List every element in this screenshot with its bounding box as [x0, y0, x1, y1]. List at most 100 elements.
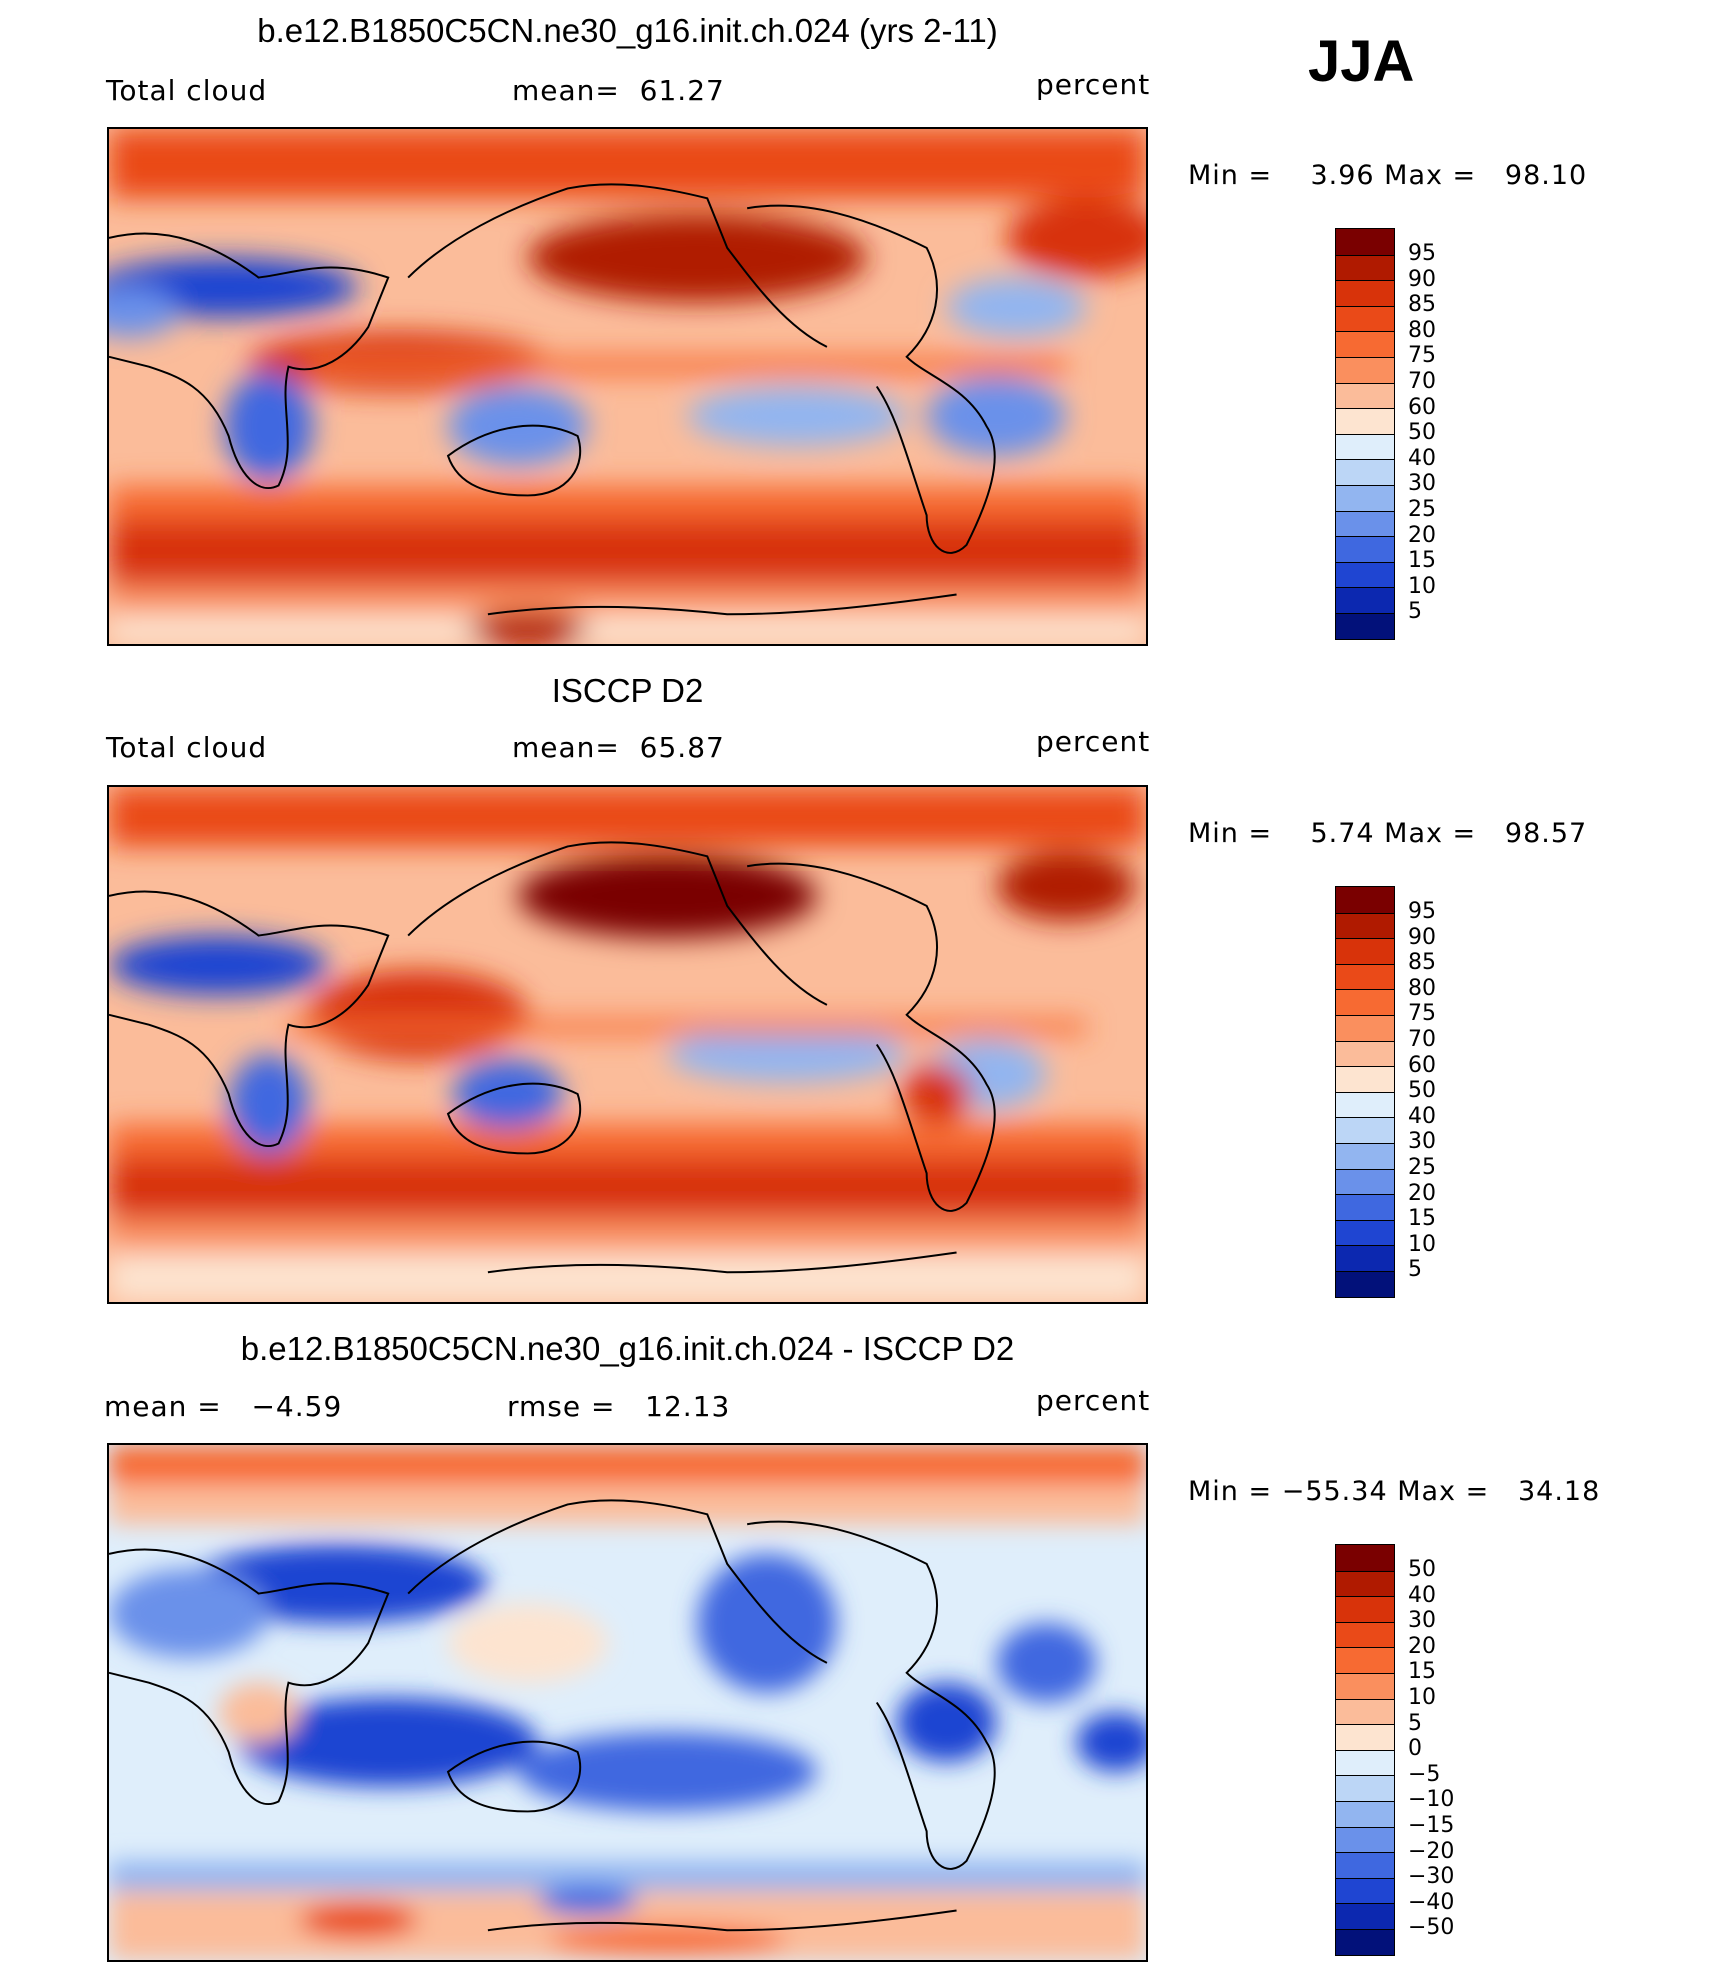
- colorbar-tick-label: 95: [1408, 241, 1436, 266]
- colorbar-bin: [1336, 356, 1394, 383]
- colorbar-tick-label: 70: [1408, 1026, 1436, 1052]
- colorbar-tick-label: 80: [1408, 975, 1436, 1001]
- colorbar-bin: [1336, 912, 1394, 939]
- colorbar-bin: [1336, 561, 1394, 588]
- colorbar-tick-label: 60: [1408, 1052, 1436, 1078]
- panel-3-units-label: percent: [1036, 1384, 1151, 1417]
- panel-3-rmse-label: rmse = 12.13: [507, 1390, 731, 1423]
- panel-1-colorbar-bins: [1335, 228, 1395, 640]
- colorbar-tick-label: 50: [1408, 420, 1436, 446]
- colorbar-tick-label: 30: [1408, 1608, 1436, 1634]
- colorbar-tick-label: 20: [1408, 1633, 1436, 1659]
- colorbar-bin: [1336, 1852, 1394, 1878]
- season-label: JJA: [1308, 29, 1415, 94]
- panel-3-colorbar-ticks: 50 40 30 20 15 10 5 0 −5 −10 −15 −20 −30 −40 −50: [1408, 1557, 1454, 1941]
- colorbar-bin: [1336, 1800, 1394, 1827]
- colorbar-bin: [1336, 536, 1394, 562]
- panel-2-colorbar-ticks: 95 90 85 80 75 70 60 50 40 30 25 20 15 10 5: [1408, 899, 1436, 1283]
- colorbar-tick-label: 10: [1408, 1231, 1436, 1257]
- panel-1-mean-label: mean= 61.27: [512, 74, 725, 107]
- panel-2-minmax: Min = 5.74 Max = 98.57: [1188, 818, 1588, 849]
- colorbar-bin: [1336, 484, 1394, 511]
- colorbar-bin: [1336, 305, 1394, 332]
- colorbar-tick-label: −5: [1408, 1761, 1441, 1787]
- panel-3-minmax: Min = −55.34 Max = 34.18: [1188, 1476, 1601, 1507]
- colorbar-tick-label: 80: [1408, 317, 1436, 343]
- colorbar-tick-label: −20: [1408, 1838, 1455, 1864]
- colorbar-tick-label: 40: [1408, 445, 1436, 471]
- colorbar-tick-label: 40: [1408, 1103, 1436, 1129]
- panel-1-map: [107, 127, 1148, 646]
- colorbar-bin: [1336, 1621, 1394, 1648]
- colorbar-tick-label: 15: [1408, 548, 1436, 574]
- panel-2-colorbar-bins: [1335, 886, 1395, 1298]
- colorbar-bin: [1336, 1570, 1394, 1597]
- colorbar-tick-label: 15: [1408, 1659, 1436, 1685]
- colorbar-tick-label: −40: [1408, 1889, 1455, 1915]
- panel-3-map: [107, 1443, 1148, 1962]
- panel-1-units-label: percent: [1036, 68, 1151, 101]
- panel-1-colorbar-ticks: 95 90 85 80 75 70 60 50 40 30 25 20 15 10 5: [1408, 241, 1436, 625]
- colorbar-tick-label: 15: [1408, 1206, 1436, 1232]
- colorbar-bin: [1336, 382, 1394, 409]
- colorbar-bin: [1336, 938, 1394, 964]
- colorbar-bin: [1336, 1040, 1394, 1067]
- colorbar-bin: [1336, 280, 1394, 306]
- colorbar-bin: [1336, 1647, 1394, 1673]
- colorbar-tick-label: 5: [1408, 1257, 1422, 1283]
- colorbar-bin: [1336, 1117, 1394, 1143]
- colorbar-tick-label: 90: [1408, 924, 1436, 950]
- colorbar-bin: [1336, 1698, 1394, 1725]
- colorbar-bin: [1336, 433, 1394, 460]
- colorbar-bin: [1336, 989, 1394, 1015]
- colorbar-bin: [1336, 1091, 1394, 1118]
- colorbar-tick-label: −15: [1408, 1812, 1455, 1838]
- colorbar-tick-label: 60: [1408, 394, 1436, 420]
- colorbar-bin: [1336, 1775, 1394, 1801]
- colorbar-tick-label: −10: [1408, 1787, 1455, 1813]
- colorbar-tick-label: 10: [1408, 573, 1436, 599]
- panel-1-title: b.e12.B1850C5CN.ne30_g16.init.ch.024 (yr…: [257, 12, 998, 49]
- panel-1-variable-label: Total cloud: [106, 74, 268, 107]
- colorbar-bin: [1336, 408, 1394, 434]
- colorbar-bin: [1336, 254, 1394, 281]
- colorbar-tick-label: 30: [1408, 471, 1436, 497]
- colorbar-bin: [1336, 1194, 1394, 1220]
- colorbar-tick-label: 25: [1408, 1154, 1436, 1180]
- panel-2-map: [107, 785, 1148, 1304]
- colorbar-tick-label: 85: [1408, 292, 1436, 318]
- colorbar-tick-label: 10: [1408, 1684, 1436, 1710]
- colorbar-tick-label: 5: [1408, 1710, 1422, 1736]
- colorbar-tick-label: 85: [1408, 950, 1436, 976]
- colorbar-bin: [1336, 1014, 1394, 1041]
- panel-1-colorbar: [1335, 228, 1395, 640]
- colorbar-tick-label: 20: [1408, 1180, 1436, 1206]
- colorbar-tick-label: 90: [1408, 266, 1436, 292]
- colorbar-bin: [1336, 1672, 1394, 1699]
- panel-3-colorbar: [1335, 1544, 1395, 1956]
- colorbar-bin: [1336, 331, 1394, 357]
- panel-3-mean-label: mean = −4.59: [104, 1390, 343, 1423]
- colorbar-bin: [1336, 587, 1394, 613]
- panel-2-variable-label: Total cloud: [106, 731, 268, 764]
- colorbar-tick-label: 75: [1408, 1001, 1436, 1027]
- colorbar-bin: [1336, 1142, 1394, 1169]
- colorbar-bin: [1336, 1270, 1394, 1297]
- colorbar-tick-label: 50: [1408, 1078, 1436, 1104]
- colorbar-tick-label: 40: [1408, 1582, 1436, 1608]
- colorbar-bin: [1336, 1903, 1394, 1929]
- panel-1-minmax: Min = 3.96 Max = 98.10: [1188, 160, 1588, 191]
- colorbar-tick-label: 95: [1408, 899, 1436, 924]
- colorbar-bin: [1336, 1826, 1394, 1853]
- colorbar-bin: [1336, 1596, 1394, 1622]
- colorbar-tick-label: −30: [1408, 1864, 1455, 1890]
- colorbar-tick-label: −50: [1408, 1915, 1455, 1941]
- colorbar-bin: [1336, 1219, 1394, 1246]
- colorbar-bin: [1336, 1749, 1394, 1776]
- colorbar-tick-label: 30: [1408, 1129, 1436, 1155]
- colorbar-bin: [1336, 1066, 1394, 1092]
- colorbar-tick-label: 50: [1408, 1557, 1436, 1582]
- colorbar-tick-label: 0: [1408, 1736, 1422, 1762]
- colorbar-tick-label: 70: [1408, 368, 1436, 394]
- colorbar-bin: [1336, 1877, 1394, 1904]
